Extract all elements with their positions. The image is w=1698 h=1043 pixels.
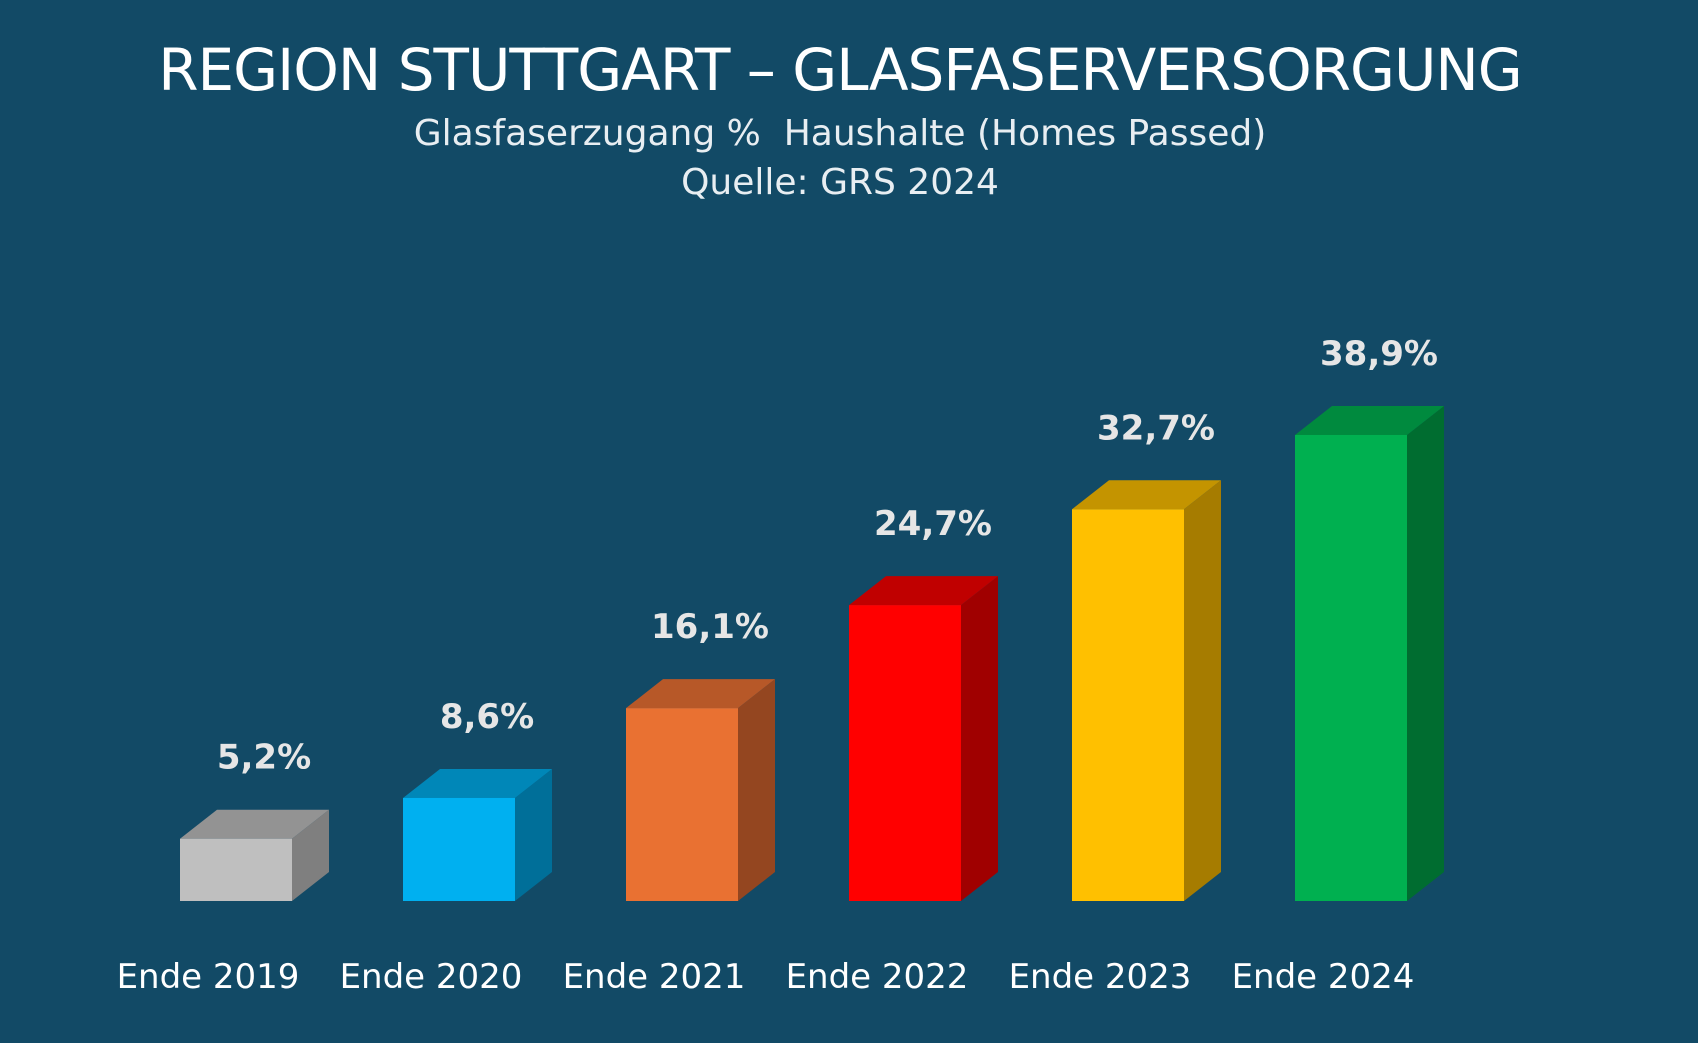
bar <box>180 838 292 901</box>
bar-top <box>626 679 775 709</box>
category-label: Ende 2024 <box>1232 957 1415 997</box>
data-label: 8,6% <box>440 697 534 737</box>
bar-side <box>1184 480 1221 901</box>
bar-side <box>1407 405 1444 901</box>
bar-top <box>180 809 329 839</box>
bar-side <box>515 768 552 901</box>
bar-side <box>961 576 998 901</box>
chart-title: REGION STUTTGART – GLASFASERVERSORGUNG <box>158 36 1523 104</box>
category-label: Ende 2021 <box>563 957 746 997</box>
bar-top <box>1295 405 1444 435</box>
bar-top <box>1072 480 1221 510</box>
bar-side <box>738 679 775 901</box>
bar <box>403 797 515 901</box>
chart-source: Quelle: GRS 2024 <box>681 162 999 203</box>
bar <box>1295 434 1407 901</box>
category-label: Ende 2023 <box>1009 957 1192 997</box>
bar <box>1072 509 1184 901</box>
data-label: 24,7% <box>874 504 992 544</box>
bar <box>626 708 738 901</box>
bar-top <box>849 576 998 606</box>
bar <box>849 605 961 901</box>
data-label: 32,7% <box>1097 408 1215 448</box>
data-label: 16,1% <box>651 607 769 647</box>
category-label: Ende 2022 <box>786 957 969 997</box>
bar-side <box>292 809 329 901</box>
bar-top <box>403 768 552 798</box>
category-label: Ende 2019 <box>117 957 300 997</box>
data-label: 38,9% <box>1320 334 1438 374</box>
chart-subtitle: Glasfaserzugang % Haushalte (Homes Passe… <box>413 113 1267 154</box>
data-label: 5,2% <box>217 738 311 778</box>
category-label: Ende 2020 <box>340 957 523 997</box>
